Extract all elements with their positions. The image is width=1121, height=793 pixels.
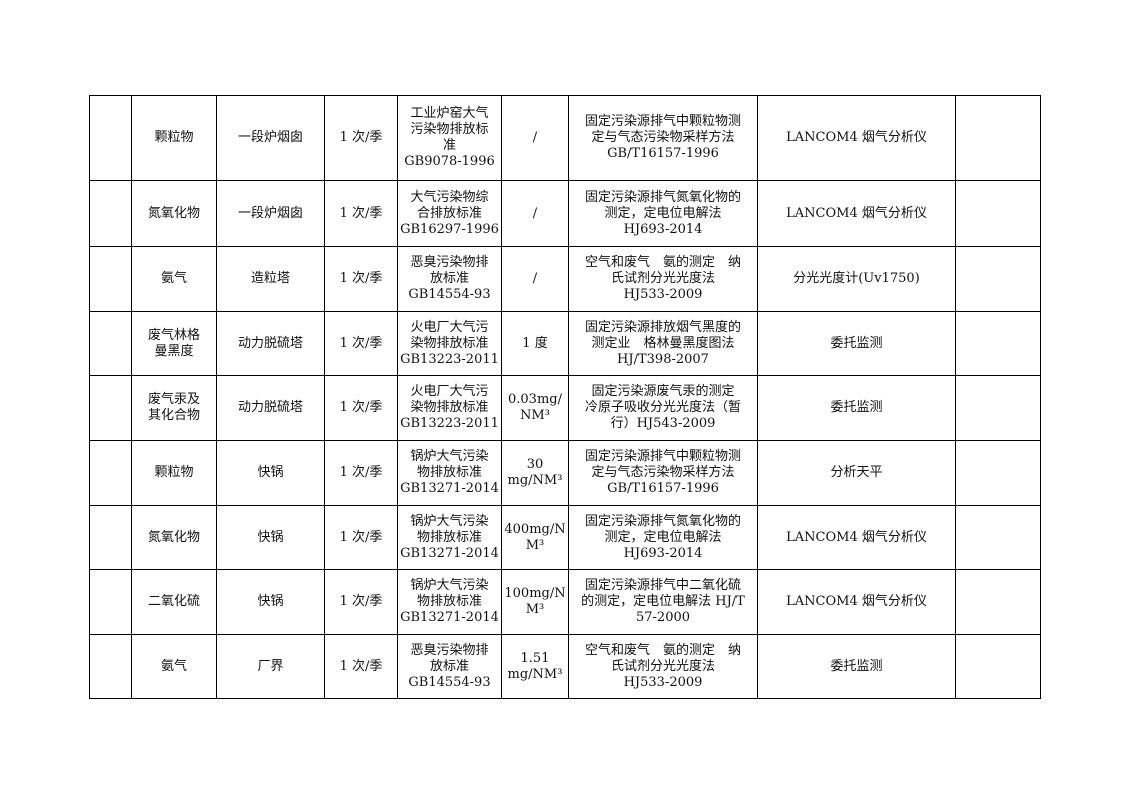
method-cell: 固定污染源排气氮氧化物的 测定，定电位电解法 HJ693-2014 [568,505,758,570]
instrument-cell: LANCOM4 烟气分析仪 [757,95,956,181]
monitoring-table: 颗粒物 一段炉烟囱 1 次/季 工业炉窑大气 污染物排放标 准 GB9078-1996… [89,95,1041,699]
blank-cell [89,180,132,247]
pollutant-cell: 废气林格 曼黑度 [131,311,217,376]
remarks-cell [955,246,1041,312]
monitoring-point-cell: 一段炉烟囱 [216,95,325,181]
frequency-cell: 1 次/季 [324,505,398,570]
method-cell: 空气和废气 氨的测定 纳 氏试剂分光光度法 HJ533-2009 [568,246,758,312]
pollutant-cell: 颗粒物 [131,95,217,181]
limit-cell: 400mg/N M³ [501,505,569,570]
blank-cell [89,569,132,635]
limit-cell: 1 度 [501,311,569,376]
blank-cell [89,440,132,506]
blank-cell [89,505,132,570]
instrument-cell: 委托监测 [757,375,956,441]
remarks-cell [955,311,1041,376]
method-cell: 固定污染源排气中颗粒物测 定与气态污染物采样方法 GB/T16157-1996 [568,95,758,181]
standard-cell: 锅炉大气污染 物排放标准 GB13271-2014 [397,505,502,570]
blank-cell [89,246,132,312]
standard-cell: 锅炉大气污染 物排放标准 GB13271-2014 [397,569,502,635]
table-row: 颗粒物 一段炉烟囱 1 次/季 工业炉窑大气 污染物排放标 准 GB9078-1996… [89,95,1041,181]
instrument-cell: 委托监测 [757,311,956,376]
standard-cell: 恶臭污染物排 放标准 GB14554-93 [397,246,502,312]
method-cell: 固定污染源排气中二氧化硫 的测定，定电位电解法 HJ/T 57-2000 [568,569,758,635]
frequency-cell: 1 次/季 [324,246,398,312]
pollutant-cell: 颗粒物 [131,440,217,506]
standard-cell: 工业炉窑大气 污染物排放标 准 GB9078-1996 [397,95,502,181]
blank-cell [89,375,132,441]
monitoring-point-cell: 动力脱硫塔 [216,311,325,376]
blank-cell [89,311,132,376]
instrument-cell: LANCOM4 烟气分析仪 [757,569,956,635]
frequency-cell: 1 次/季 [324,95,398,181]
remarks-cell [955,180,1041,247]
instrument-cell: 分析天平 [757,440,956,506]
frequency-cell: 1 次/季 [324,569,398,635]
pollutant-cell: 二氧化硫 [131,569,217,635]
table-row: 氮氧化物 快锅 1 次/季 锅炉大气污染 物排放标准 GB13271-2014 400m… [89,505,1041,570]
monitoring-point-cell: 厂界 [216,634,325,699]
remarks-cell [955,505,1041,570]
monitoring-point-cell: 造粒塔 [216,246,325,312]
method-cell: 空气和废气 氨的测定 纳 氏试剂分光光度法 HJ533-2009 [568,634,758,699]
monitoring-point-cell: 快锅 [216,440,325,506]
frequency-cell: 1 次/季 [324,440,398,506]
limit-cell: 1.51 mg/NM³ [501,634,569,699]
monitoring-point-cell: 动力脱硫塔 [216,375,325,441]
blank-cell [89,634,132,699]
monitoring-point-cell: 快锅 [216,505,325,570]
standard-cell: 火电厂大气污 染物排放标准 GB13223-2011 [397,311,502,376]
table-row: 氨气 造粒塔 1 次/季 恶臭污染物排 放标准 GB14554-93/空气和废气 氨的… [89,246,1041,312]
remarks-cell [955,95,1041,181]
pollutant-cell: 氨气 [131,246,217,312]
instrument-cell: 委托监测 [757,634,956,699]
pollutant-cell: 废气汞及 其化合物 [131,375,217,441]
remarks-cell [955,440,1041,506]
limit-cell: / [501,246,569,312]
table-row: 颗粒物 快锅 1 次/季 锅炉大气污染 物排放标准 GB13271-2014 30 mg… [89,440,1041,506]
frequency-cell: 1 次/季 [324,375,398,441]
monitoring-point-cell: 一段炉烟囱 [216,180,325,247]
frequency-cell: 1 次/季 [324,311,398,376]
method-cell: 固定污染源排气中颗粒物测 定与气态污染物采样方法 GB/T16157-1996 [568,440,758,506]
standard-cell: 锅炉大气污染 物排放标准 GB13271-2014 [397,440,502,506]
table-row: 废气林格 曼黑度 动力脱硫塔 1 次/季 火电厂大气污 染物排放标准 GB13223-… [89,311,1041,376]
frequency-cell: 1 次/季 [324,634,398,699]
table-row: 氮氧化物 一段炉烟囱 1 次/季 大气污染物综 合排放标准 GB16297-1996/… [89,180,1041,247]
table-row: 氨气 厂界 1 次/季 恶臭污染物排 放标准 GB14554-93 1.51 mg/NM… [89,634,1041,699]
instrument-cell: 分光光度计(Uv1750) [757,246,956,312]
instrument-cell: LANCOM4 烟气分析仪 [757,505,956,570]
limit-cell: / [501,180,569,247]
limit-cell: 100mg/N M³ [501,569,569,635]
blank-cell [89,95,132,181]
limit-cell: 30 mg/NM³ [501,440,569,506]
table-row: 二氧化硫 快锅 1 次/季 锅炉大气污染 物排放标准 GB13271-2014 100m… [89,569,1041,635]
instrument-cell: LANCOM4 烟气分析仪 [757,180,956,247]
pollutant-cell: 氮氧化物 [131,505,217,570]
table-row: 废气汞及 其化合物 动力脱硫塔 1 次/季 火电厂大气污 染物排放标准 GB13223… [89,375,1041,441]
standard-cell: 恶臭污染物排 放标准 GB14554-93 [397,634,502,699]
limit-cell: 0.03mg/ NM³ [501,375,569,441]
limit-cell: / [501,95,569,181]
remarks-cell [955,375,1041,441]
monitoring-point-cell: 快锅 [216,569,325,635]
standard-cell: 大气污染物综 合排放标准 GB16297-1996 [397,180,502,247]
frequency-cell: 1 次/季 [324,180,398,247]
remarks-cell [955,569,1041,635]
method-cell: 固定污染源排放烟气黑度的 测定业 格林曼黑度图法 HJ/T398-2007 [568,311,758,376]
pollutant-cell: 氨气 [131,634,217,699]
standard-cell: 火电厂大气污 染物排放标准 GB13223-2011 [397,375,502,441]
method-cell: 固定污染源排气氮氧化物的 测定，定电位电解法 HJ693-2014 [568,180,758,247]
pollutant-cell: 氮氧化物 [131,180,217,247]
remarks-cell [955,634,1041,699]
method-cell: 固定污染源废气汞的测定 冷原子吸收分光光度法（暂 行）HJ543-2009 [568,375,758,441]
